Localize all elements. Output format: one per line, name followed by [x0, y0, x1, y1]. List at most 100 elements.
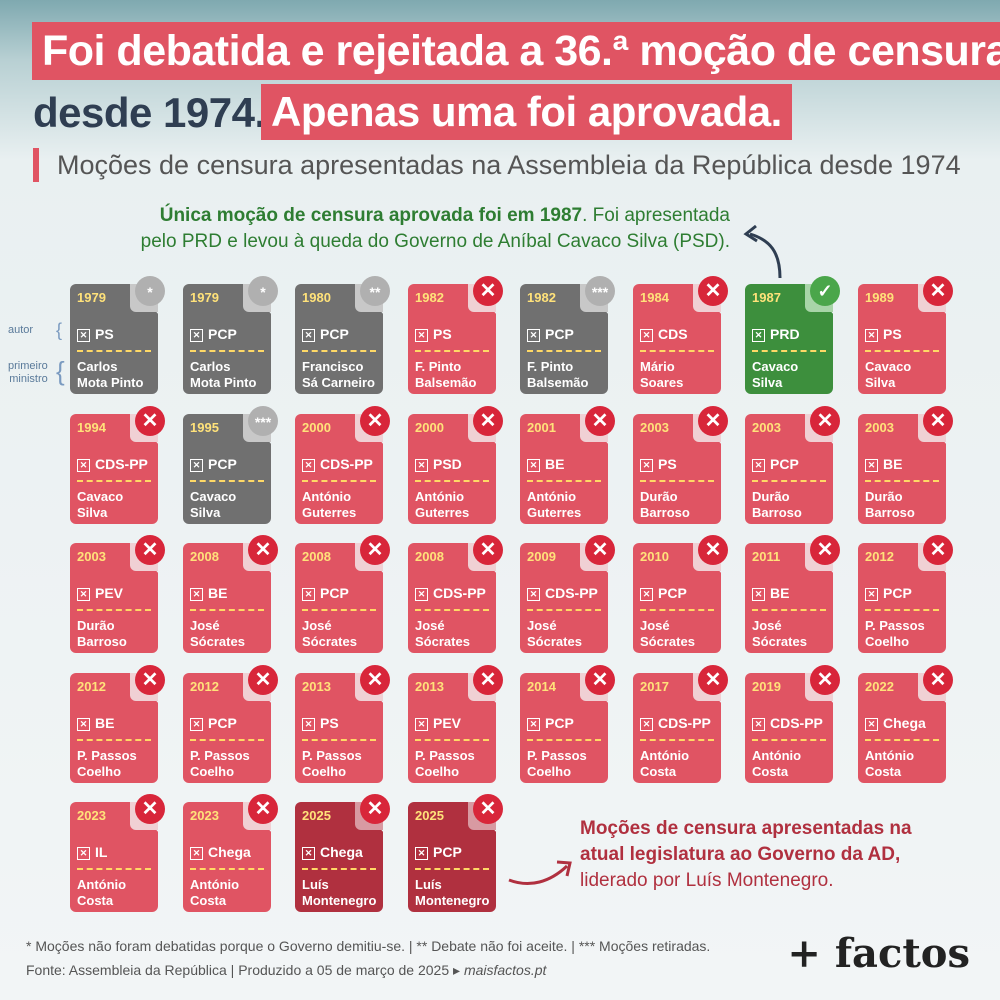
motion-prime-minister: António Guterres [302, 489, 356, 521]
motion-author: ✕ PRD [752, 326, 800, 342]
motion-author: ✕ PCP [640, 585, 687, 601]
pm-first-line: José [190, 618, 220, 633]
pm-first-line: António [302, 489, 352, 504]
rejected-x-icon: ✕ [923, 535, 953, 565]
ballot-box-icon: ✕ [640, 459, 653, 472]
pm-second-line: Sócrates [640, 634, 695, 649]
divider [77, 739, 151, 741]
motion-prime-minister: P. Passos Coelho [865, 618, 925, 650]
pm-second-line: Silva [752, 375, 783, 390]
motion-party: BE [883, 456, 903, 472]
motion-author: ✕ IL [77, 844, 107, 860]
motion-party: BE [545, 456, 565, 472]
divider [190, 350, 264, 352]
motion-year: 2025 [302, 808, 331, 823]
motion-author: ✕ PCP [190, 456, 237, 472]
site-link[interactable]: maisfactos.pt [463, 962, 547, 978]
ballot-box-icon: ✕ [865, 588, 878, 601]
rejected-x-icon: ✕ [248, 665, 278, 695]
divider [752, 350, 826, 352]
rejected-x-icon: ✕ [698, 665, 728, 695]
motion-prime-minister: Durão Barroso [865, 489, 915, 521]
pm-second-line: Sá Carneiro [302, 375, 375, 390]
approved-note: Única moção de censura aprovada foi em 1… [141, 203, 730, 255]
ballot-box-icon: ✕ [77, 847, 90, 860]
motion-year: 2010 [640, 549, 669, 564]
pm-first-line: Durão [752, 489, 790, 504]
motion-party: PCP [208, 456, 237, 472]
pm-first-line: José [302, 618, 332, 633]
ballot-box-icon: ✕ [77, 588, 90, 601]
motion-prime-minister: Durão Barroso [640, 489, 690, 521]
motion-prime-minister: José Sócrates [302, 618, 357, 650]
motion-card: 2013 ✕ PS P. Passos Coelho [295, 673, 383, 783]
motion-party: CDS-PP [95, 456, 148, 472]
pm-first-line: António [527, 489, 577, 504]
rejected-x-icon: ✕ [923, 665, 953, 695]
motion-party: Chega [320, 844, 363, 860]
motion-card: 2003 ✕ PS Durão Barroso [633, 414, 721, 524]
motion-author: ✕ BE [752, 585, 789, 601]
motion-year: 2012 [865, 549, 894, 564]
ballot-box-icon: ✕ [415, 588, 428, 601]
divider [415, 350, 489, 352]
pm-second-line: Sócrates [415, 634, 470, 649]
pm-first-line: António [190, 877, 240, 892]
motion-prime-minister: António Costa [752, 748, 801, 780]
ballot-box-icon: ✕ [190, 847, 203, 860]
motion-year: 2013 [415, 679, 444, 694]
motion-year: 2025 [415, 808, 444, 823]
divider [752, 480, 826, 482]
divider [77, 480, 151, 482]
motion-party: PCP [433, 844, 462, 860]
motion-year: 2014 [527, 679, 556, 694]
motion-author: ✕ Chega [302, 844, 363, 860]
motion-year: 2012 [190, 679, 219, 694]
pm-first-line: Cavaco [865, 359, 912, 374]
rejected-x-icon: ✕ [360, 406, 390, 436]
motion-card: 2012 ✕ PCP P. Passos Coelho [183, 673, 271, 783]
pm-first-line: Cavaco [190, 489, 237, 504]
motion-author: ✕ PS [415, 326, 452, 342]
divider [302, 350, 376, 352]
rejected-x-icon: ✕ [360, 665, 390, 695]
motion-prime-minister: José Sócrates [640, 618, 695, 650]
ballot-box-icon: ✕ [527, 588, 540, 601]
motion-year: 2000 [302, 420, 331, 435]
motion-author: ✕ Chega [190, 844, 251, 860]
rejected-x-icon: ✕ [473, 276, 503, 306]
curved-arrow-icon [743, 224, 782, 279]
motion-author: ✕ PEV [77, 585, 123, 601]
motion-year: 2003 [865, 420, 894, 435]
ballot-box-icon: ✕ [640, 588, 653, 601]
motion-card: 1987 ✕ PRD Cavaco Silva [745, 284, 833, 394]
motion-author: ✕ CDS-PP [527, 585, 598, 601]
ballot-box-icon: ✕ [752, 718, 765, 731]
motion-party: PS [320, 715, 339, 731]
motion-card: 1989 ✕ PS Cavaco Silva [858, 284, 946, 394]
pm-first-line: P. Passos [302, 748, 362, 763]
motion-prime-minister: José Sócrates [190, 618, 245, 650]
divider [640, 609, 714, 611]
legend-autor: autor [8, 324, 34, 336]
legend-pm-line2: ministro [9, 373, 48, 385]
ballot-box-icon: ✕ [865, 459, 878, 472]
ballot-box-icon: ✕ [190, 588, 203, 601]
ballot-box-icon: ✕ [640, 718, 653, 731]
motion-year: 2012 [77, 679, 106, 694]
pm-first-line: Carlos [77, 359, 118, 374]
motion-year: 1979 [77, 290, 106, 305]
rejected-x-icon: ✕ [810, 406, 840, 436]
pm-second-line: Coelho [865, 634, 910, 649]
headline-line2-part2: Apenas uma foi aprovada. [261, 84, 792, 140]
motion-year: 2017 [640, 679, 669, 694]
rejected-x-icon: ✕ [248, 535, 278, 565]
divider [415, 739, 489, 741]
legend-pm-line1: primeiro [8, 360, 48, 372]
motion-author: ✕ CDS-PP [302, 456, 373, 472]
pm-second-line: Silva [865, 375, 896, 390]
rejected-x-icon: ✕ [923, 276, 953, 306]
pm-second-line: Guterres [302, 505, 357, 520]
motion-prime-minister: P. Passos Coelho [190, 748, 250, 780]
ballot-box-icon: ✕ [527, 459, 540, 472]
